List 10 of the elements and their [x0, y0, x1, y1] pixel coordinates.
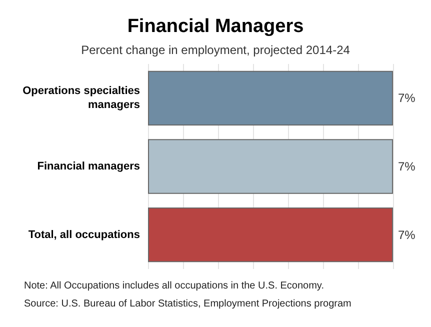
- source-note: Source: U.S. Bureau of Labor Statistics, Employment Projections program: [24, 298, 352, 310]
- chart-title: Financial Managers: [127, 16, 304, 37]
- y-tick-label: Total, all occupations: [28, 228, 140, 241]
- data-label: 7%: [398, 91, 416, 106]
- text: Note: All Occupations includes all occupations in the U.S. Economy.: [24, 280, 324, 292]
- data-label: 7%: [398, 160, 416, 174]
- data-label: 7%: [398, 228, 416, 242]
- y-tick-label: Operations specialties managers: [22, 85, 140, 112]
- y-tick-label: Financial managers: [37, 160, 140, 172]
- chart-subtitle: Percent change in employment, projected 2014-24: [81, 43, 350, 57]
